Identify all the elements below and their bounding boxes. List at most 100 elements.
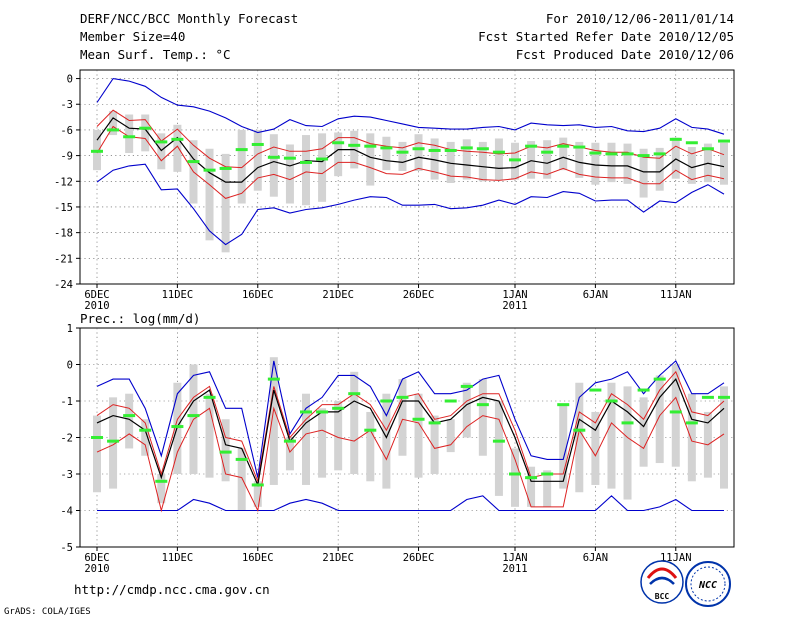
precip-box	[430, 415, 439, 474]
temp-ytick-label: -3	[60, 99, 73, 111]
temp-box	[559, 137, 568, 171]
precip-xtick-label: 21DEC	[322, 552, 354, 564]
temp-box	[655, 147, 664, 191]
temp-box	[302, 135, 310, 206]
precip-box	[591, 411, 600, 485]
bcc-logo-text: BCC	[655, 592, 670, 601]
temp-ytick-label: -24	[54, 279, 73, 291]
temp-xtick-year-label: 2011	[502, 300, 527, 312]
temp-xtick-label: 11DEC	[162, 289, 194, 301]
member-size-label: Member Size=40	[80, 29, 185, 44]
forecast-period-label: For 2010/12/06-2011/01/14	[546, 11, 734, 26]
temp-box	[221, 153, 230, 253]
temp-box	[575, 141, 584, 178]
temp-xtick-label: 26DEC	[403, 289, 435, 301]
temp-box	[720, 142, 728, 185]
precip-box	[350, 371, 359, 474]
precip-box	[221, 419, 230, 482]
precip-ytick-label: -1	[60, 396, 73, 408]
precip-box	[205, 393, 214, 478]
temp-box	[414, 134, 423, 172]
precip-box	[671, 364, 680, 467]
temp-xtick-year-label: 2010	[84, 300, 109, 312]
precip-box	[462, 382, 471, 438]
precip-ytick-label: -4	[60, 506, 73, 518]
temp-box	[462, 139, 471, 180]
temp-xtick-label: 6JAN	[583, 289, 608, 301]
temp-box	[623, 143, 632, 184]
temp-upper-extreme-line	[96, 78, 725, 135]
precip-box	[318, 408, 327, 478]
temp-box	[173, 124, 182, 172]
started-date-label: Fcst Started Refer Date 2010/12/05	[478, 29, 734, 44]
precip-box	[511, 448, 519, 507]
temp-frame	[79, 69, 735, 285]
precip-box	[382, 393, 391, 489]
precip-box	[575, 382, 584, 493]
precip-xtick-label: 11DEC	[162, 552, 194, 564]
precip-upper-spread-line	[96, 370, 725, 484]
precip-box	[414, 393, 423, 478]
temp-lower-extreme-line	[96, 163, 725, 246]
temp-box	[607, 142, 616, 183]
precip-box	[527, 466, 536, 507]
temp-box	[639, 148, 648, 198]
temp-ytick-label: 0	[67, 74, 73, 86]
temp-ytick-label: -18	[54, 228, 73, 240]
temp-xtick-label: 6DEC	[84, 289, 109, 301]
chart-title: DERF/NCC/BCC Monthly Forecast	[80, 11, 298, 26]
temp-box	[205, 148, 214, 241]
temp-box	[269, 134, 278, 197]
precip-xtick-year-label: 2011	[502, 563, 527, 575]
precip-xtick-label: 1JAN	[502, 552, 527, 564]
precip-box	[559, 404, 568, 489]
precip-lower-spread-line	[96, 396, 725, 513]
precip-lower-extreme-line	[97, 495, 724, 512]
precip-box	[334, 401, 343, 471]
precip-box	[494, 401, 503, 496]
precip-box	[478, 379, 487, 456]
ncc-logo: NCC	[685, 561, 731, 607]
precip-box	[398, 379, 407, 456]
precip-box	[446, 419, 455, 453]
precip-box	[366, 411, 375, 482]
temp-box	[237, 129, 246, 204]
temp-box	[591, 142, 600, 185]
temp-xtick-label: 16DEC	[242, 289, 274, 301]
precip-ytick-label: -2	[60, 433, 73, 445]
temp-upper-spread-line	[96, 109, 725, 169]
temp-box	[687, 147, 696, 184]
precip-box	[285, 437, 294, 471]
temp-box	[285, 144, 294, 204]
precip-box	[302, 393, 310, 485]
precip-xtick-label: 6JAN	[583, 552, 608, 564]
precip-xtick-label: 11JAN	[660, 552, 692, 564]
precip-box	[543, 470, 552, 507]
temp-ytick-label: -12	[54, 176, 73, 188]
variable-label: Mean Surf. Temp.: °C	[80, 47, 231, 62]
precip-box	[237, 448, 246, 511]
precip-box	[639, 397, 648, 467]
temp-ytick-label: -15	[54, 202, 73, 214]
precip-panel-title: Prec.: log(mm/d)	[80, 311, 200, 326]
precip-box	[93, 415, 101, 493]
temp-ytick-label: -21	[54, 253, 73, 265]
precip-ytick-label: -5	[60, 542, 73, 554]
precip-box	[720, 386, 728, 489]
precip-box	[109, 397, 118, 489]
temp-box	[543, 140, 552, 179]
temp-box	[109, 111, 118, 136]
precip-upper-extreme-line	[96, 360, 725, 478]
precip-xtick-label: 16DEC	[242, 552, 274, 564]
precip-xtick-year-label: 2010	[84, 563, 109, 575]
precip-box	[655, 375, 664, 464]
temp-box	[334, 132, 343, 177]
precip-box	[157, 474, 166, 504]
precip-ytick-label: 1	[67, 323, 73, 335]
temp-box	[430, 138, 439, 180]
bcc-logo: BCC	[640, 560, 684, 604]
temp-box	[382, 136, 391, 171]
precip-xtick-label: 26DEC	[403, 552, 435, 564]
